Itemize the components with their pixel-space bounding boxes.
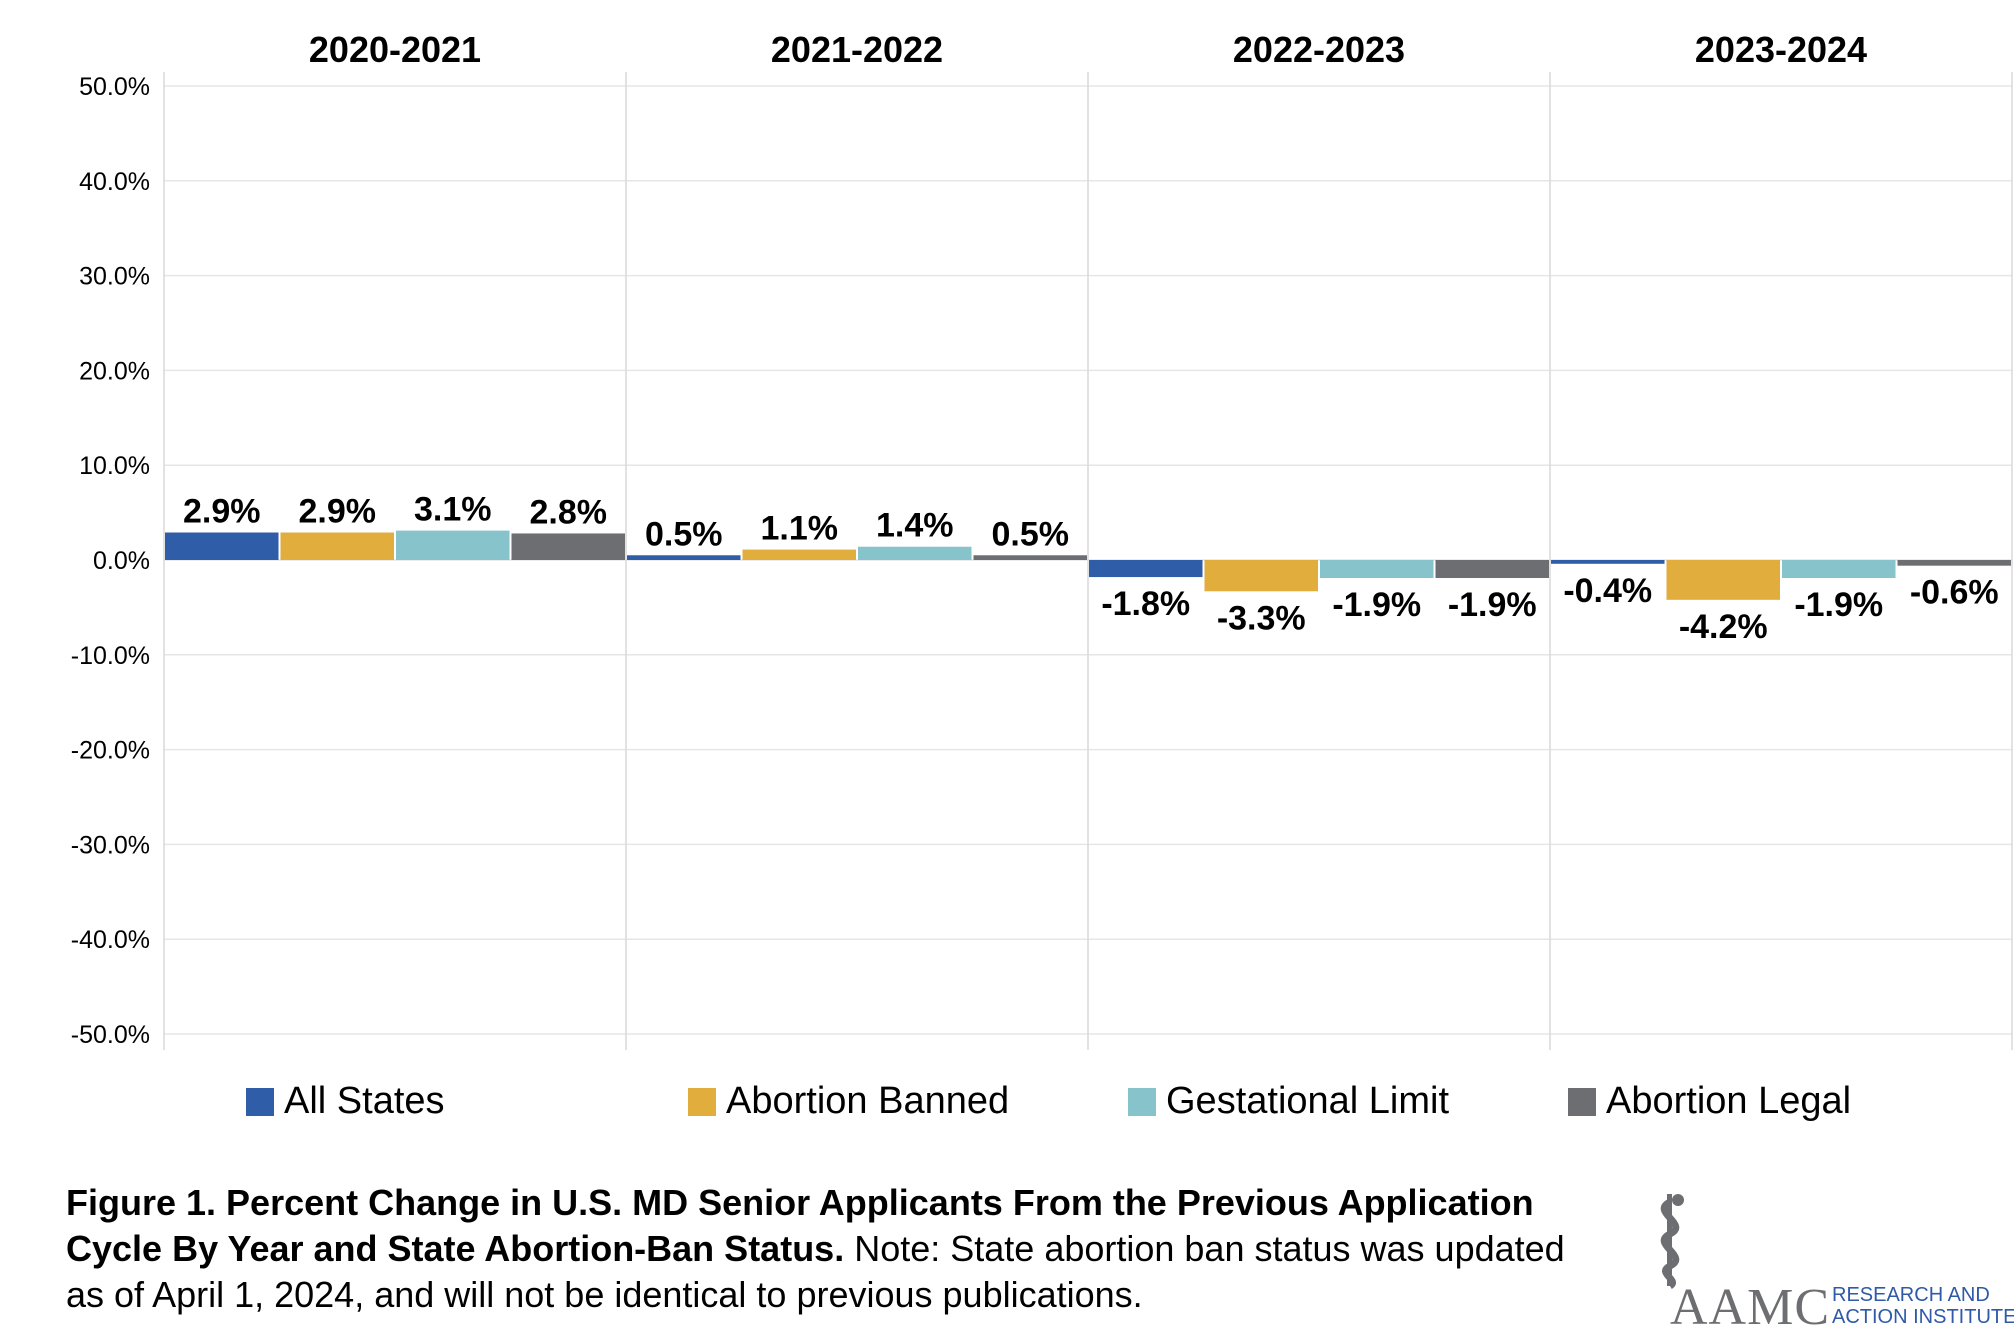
legend-item-abortion-banned: Abortion Banned bbox=[688, 1080, 1009, 1123]
legend: All States Abortion Banned Gestational L… bbox=[0, 1080, 2014, 1130]
data-label: -1.9% bbox=[1332, 586, 1421, 624]
bar bbox=[627, 555, 741, 560]
legend-item-abortion-legal: Abortion Legal bbox=[1568, 1080, 1851, 1123]
bar bbox=[973, 555, 1087, 560]
bar bbox=[396, 530, 510, 560]
data-label: -0.4% bbox=[1563, 572, 1652, 610]
legend-item-all-states: All States bbox=[246, 1080, 445, 1123]
data-label: -1.9% bbox=[1794, 586, 1883, 624]
panel-header: 2020-2021 bbox=[309, 29, 481, 70]
data-label: -3.3% bbox=[1217, 599, 1306, 637]
data-label: -0.6% bbox=[1910, 574, 1999, 612]
bar bbox=[1089, 560, 1203, 578]
data-label: 2.9% bbox=[299, 493, 377, 531]
data-label: 2.8% bbox=[530, 493, 608, 531]
legend-swatch bbox=[1568, 1087, 1596, 1116]
y-tick-label: 10.0% bbox=[79, 452, 150, 480]
legend-label: All States bbox=[284, 1080, 445, 1122]
legend-swatch bbox=[1128, 1087, 1156, 1116]
data-label: -1.9% bbox=[1448, 586, 1537, 624]
data-label: 1.4% bbox=[876, 507, 954, 545]
bar bbox=[1204, 560, 1318, 592]
bar bbox=[1551, 560, 1665, 564]
panel-header: 2021-2022 bbox=[771, 29, 943, 70]
legend-label: Abortion Banned bbox=[726, 1080, 1010, 1122]
bar bbox=[1666, 560, 1780, 600]
y-tick-label: 50.0% bbox=[79, 73, 150, 101]
y-tick-label: -10.0% bbox=[71, 642, 150, 670]
caduceus-icon bbox=[1660, 1194, 1684, 1289]
legend-swatch bbox=[246, 1087, 274, 1116]
legend-swatch bbox=[688, 1087, 716, 1116]
bar bbox=[1320, 560, 1434, 579]
y-tick-label: 40.0% bbox=[79, 168, 150, 196]
logo-subtitle-line1: RESEARCH AND bbox=[1832, 1284, 1990, 1306]
data-labels: 2.9% 2.9% 3.1% 2.8% 0.5% 1.1% 1.4% 0.5% -1.8% -3.… bbox=[183, 491, 1999, 646]
data-label: -1.8% bbox=[1101, 585, 1190, 623]
data-label: 0.5% bbox=[992, 515, 1070, 553]
bars bbox=[165, 530, 2011, 600]
panel-headers: 2020-2021 2021-2022 2022-2023 2023-2024 bbox=[309, 29, 1867, 70]
y-tick-label: 20.0% bbox=[79, 357, 150, 385]
panel-header: 2023-2024 bbox=[1695, 29, 1867, 70]
y-tick-label: -30.0% bbox=[71, 831, 150, 859]
caption-title: Figure 1. Percent Change in U.S. MD Seni… bbox=[66, 1182, 1534, 1269]
figure-caption: Figure 1. Percent Change in U.S. MD Seni… bbox=[66, 1180, 1576, 1318]
bar-chart: 50.0% 40.0% 30.0% 20.0% 10.0% 0.0% -10.0% -20.0… bbox=[71, 29, 2013, 1050]
data-label: 1.1% bbox=[761, 510, 839, 548]
y-tick-label: -40.0% bbox=[71, 926, 150, 954]
data-label: 2.9% bbox=[183, 493, 261, 531]
data-label: 0.5% bbox=[645, 515, 723, 553]
bar bbox=[511, 533, 625, 560]
data-label: -4.2% bbox=[1679, 608, 1768, 646]
legend-label: Abortion Legal bbox=[1606, 1080, 1852, 1122]
bar bbox=[1435, 560, 1549, 579]
bar bbox=[1897, 560, 2011, 566]
aamc-logo: AAMC RESEARCH AND ACTION INSTITUTE bbox=[1640, 1190, 2014, 1336]
panel-header: 2022-2023 bbox=[1233, 29, 1405, 70]
y-tick-label: 0.0% bbox=[93, 547, 150, 575]
caption-note: Note: State abortion ban status was upda… bbox=[66, 1228, 1565, 1315]
data-label: 3.1% bbox=[414, 491, 492, 529]
y-axis: 50.0% 40.0% 30.0% 20.0% 10.0% 0.0% -10.0% -20.0… bbox=[71, 73, 150, 1049]
bar bbox=[858, 546, 972, 560]
bar bbox=[742, 549, 856, 560]
legend-label: Gestational Limit bbox=[1166, 1080, 1450, 1122]
bar bbox=[280, 532, 394, 560]
legend-item-gestational-limit: Gestational Limit bbox=[1128, 1080, 1449, 1123]
logo-subtitle-line2: ACTION INSTITUTE bbox=[1832, 1306, 2014, 1328]
bar bbox=[165, 532, 279, 560]
bar bbox=[1782, 560, 1896, 579]
logo-subtitle: RESEARCH AND ACTION INSTITUTE bbox=[1832, 1284, 2014, 1328]
y-tick-label: -20.0% bbox=[71, 737, 150, 765]
y-tick-label: 30.0% bbox=[79, 263, 150, 291]
y-tick-label: -50.0% bbox=[71, 1021, 150, 1049]
logo-wordmark: AAMC bbox=[1670, 1279, 1831, 1336]
